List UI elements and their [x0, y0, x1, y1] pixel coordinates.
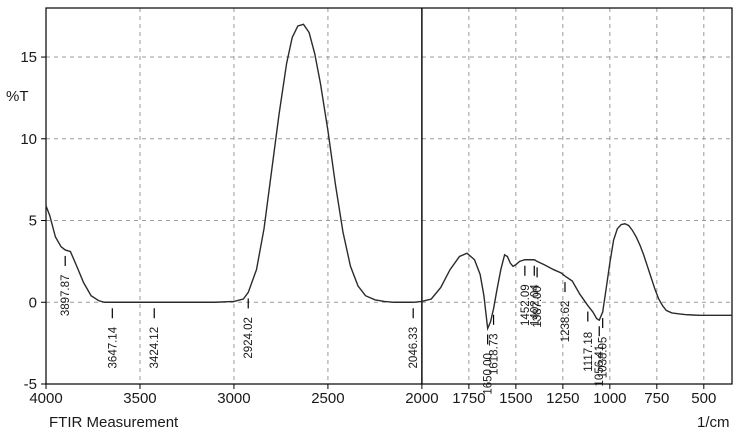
peak-label-group: 1238.62: [560, 282, 572, 342]
y-axis-label: %T: [6, 88, 29, 105]
footer-label: FTIR Measurement: [49, 414, 179, 431]
x-tick-label: 2500: [311, 390, 344, 407]
peak-label-group: 2046.33: [408, 308, 420, 368]
peak-label: 3424.12: [149, 327, 161, 369]
y-tick-label: 0: [29, 294, 37, 311]
peak-label: 1056.41: [594, 345, 606, 387]
x-tick-label: 1750: [452, 390, 485, 407]
peak-label: 1452.09: [520, 284, 532, 326]
peak-label-group: 1618.73: [489, 314, 501, 375]
peak-label: 3647.14: [107, 326, 119, 368]
peak-label-group: 1117.18: [583, 311, 595, 372]
x-tick-label: 500: [691, 390, 716, 407]
peak-label-group: 2924.02: [243, 298, 255, 359]
peak-label-group: 1038.05: [598, 318, 610, 378]
peak-label: 1650.00: [483, 353, 495, 395]
peak-label: 1618.73: [489, 333, 501, 375]
x-tick-label: 4000: [29, 390, 62, 407]
peak-label-group: 1452.09: [520, 265, 532, 326]
peak-label-group: 3897.87: [60, 255, 72, 317]
peak-label-group: 1387.00: [532, 267, 544, 328]
x-tick-label: 1250: [546, 390, 579, 407]
x-tick-label: 1500: [499, 390, 532, 407]
y-tick-label: 10: [20, 131, 37, 148]
x-tick-label: 2000: [405, 390, 438, 407]
peak-label-group: 3424.12: [149, 308, 161, 368]
plot-frame: [45, 7, 733, 385]
peak-label: 2046.33: [408, 327, 420, 369]
tick-layer: 4000 3500 3000 2500 2000 1750 1500 1250 1000 750 5…: [20, 49, 716, 407]
peak-label: 1238.62: [560, 301, 572, 343]
y-tick-label: -5: [24, 376, 37, 393]
x-tick-label: 750: [644, 390, 669, 407]
peak-label-group: 1650.00: [483, 334, 495, 395]
peak-label-group: 1056.41: [594, 326, 606, 386]
peak-label-layer: 3897.87 3647.14 3424.12 2924.02 2046.33 1650.…: [60, 255, 610, 395]
y-tick-label: 15: [20, 49, 37, 66]
spectrum-line: [45, 23, 732, 332]
peak-label: 1038.05: [598, 337, 610, 379]
peak-label: 1402.04: [529, 284, 541, 326]
peak-label: 1117.18: [583, 332, 595, 372]
peak-label: 2924.02: [243, 317, 255, 359]
x-axis-label: 1/cm: [697, 414, 730, 431]
peak-label: 1387.00: [532, 286, 544, 328]
x-tick-label: 1000: [593, 390, 626, 407]
peak-label: 3897.87: [60, 275, 72, 317]
y-tick-label: 5: [29, 213, 37, 230]
peak-label-group: 3647.14: [107, 308, 119, 368]
x-tick-label: 3000: [217, 390, 250, 407]
peak-label-group: 1402.04: [529, 265, 541, 326]
x-tick-label: 3500: [123, 390, 156, 407]
